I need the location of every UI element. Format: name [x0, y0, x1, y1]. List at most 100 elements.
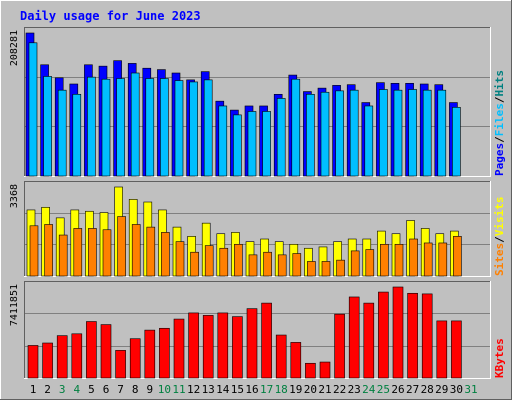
- x-tick-day-1: 1: [30, 383, 37, 396]
- bar-sites-day-21: [321, 261, 331, 277]
- bar-kbytes-day-24: [363, 302, 375, 379]
- x-tick-day-19: 19: [289, 383, 302, 396]
- panel-kbytes: 7411851 KBytes: [9, 281, 506, 379]
- bar-sites-day-1: [29, 225, 39, 277]
- x-tick-day-28: 28: [421, 383, 434, 396]
- panel-visits: 3368 Sites/Visits: [9, 181, 506, 277]
- bar-kbytes-day-23: [348, 296, 360, 379]
- bar-kbytes-day-30: [451, 320, 462, 379]
- x-tick-day-13: 13: [202, 383, 215, 396]
- x-tick-day-23: 23: [348, 383, 361, 396]
- legend-hits: Pages/Files/Hits: [493, 70, 506, 176]
- bar-files-day-20: [306, 93, 315, 177]
- bar-kbytes-day-15: [232, 316, 243, 379]
- bar-sites-day-19: [292, 253, 302, 277]
- bar-files-day-1: [28, 42, 38, 177]
- bar-sites-day-10: [161, 232, 170, 277]
- bar-sites-day-18: [277, 254, 287, 277]
- bar-kbytes-day-21: [319, 361, 331, 379]
- bar-files-day-13: [203, 79, 213, 177]
- bar-files-day-17: [262, 111, 271, 177]
- bar-files-day-16: [247, 111, 257, 177]
- bars-kbytes: [27, 286, 462, 379]
- x-tick-day-11: 11: [172, 383, 185, 396]
- bar-kbytes-day-11: [173, 318, 185, 379]
- bar-sites-day-9: [146, 226, 156, 277]
- bar-sites-day-29: [438, 242, 448, 277]
- x-tick-day-22: 22: [333, 383, 346, 396]
- bar-files-day-3: [57, 89, 67, 177]
- bar-kbytes-day-17: [261, 302, 272, 379]
- bar-files-day-14: [218, 105, 228, 177]
- legend-visits: Sites/Visits: [493, 197, 506, 277]
- bar-sites-day-26: [394, 243, 404, 277]
- bar-sites-day-13: [204, 245, 214, 277]
- x-tick-day-8: 8: [132, 383, 139, 396]
- bar-kbytes-day-28: [421, 293, 433, 379]
- bars-visits: [26, 186, 462, 277]
- bar-sites-day-11: [175, 241, 185, 277]
- x-tick-day-3: 3: [59, 383, 66, 396]
- bar-sites-day-2: [44, 224, 53, 277]
- bar-files-day-19: [291, 78, 301, 177]
- bar-kbytes-day-13: [202, 315, 214, 379]
- bar-kbytes-day-16: [246, 308, 258, 379]
- x-axis-day-labels: 1 2 3 4 5 6 7 8 9 10 11 12 13 14 15 16 17 18 19 20 21 22 23 24 2…: [30, 383, 478, 396]
- bar-sites-day-15: [234, 243, 243, 277]
- bar-files-day-23: [349, 89, 359, 177]
- x-tick-day-16: 16: [245, 383, 258, 396]
- bar-files-day-27: [408, 89, 417, 177]
- legend-item-files: Files: [493, 103, 506, 136]
- bar-kbytes-day-10: [159, 327, 170, 379]
- legend-item-pages: Pages: [493, 143, 506, 176]
- bar-sites-day-7: [117, 216, 126, 277]
- bar-sites-day-22: [336, 259, 345, 277]
- bar-kbytes-day-12: [188, 312, 199, 379]
- bar-kbytes-day-20: [305, 362, 316, 379]
- bar-sites-day-27: [409, 238, 418, 277]
- x-tick-day-10: 10: [158, 383, 171, 396]
- bar-files-day-15: [233, 114, 242, 177]
- chart-panels: 208281 Pages/Files/Hits 3368 Sites/Visits 74…: [9, 27, 506, 379]
- x-tick-day-2: 2: [44, 383, 51, 396]
- legend-item-sites: Sites: [493, 243, 506, 276]
- bar-files-day-24: [364, 105, 374, 177]
- y-max-label-visits: 3368: [9, 184, 20, 208]
- x-tick-day-31: 31: [464, 383, 477, 396]
- bar-kbytes-day-2: [42, 342, 53, 379]
- bar-kbytes-day-3: [56, 335, 68, 379]
- legend-item-kbytes: KBytes: [493, 338, 506, 378]
- bar-files-day-4: [72, 93, 82, 177]
- bar-files-day-25: [379, 89, 388, 177]
- x-tick-day-25: 25: [377, 383, 390, 396]
- x-tick-day-7: 7: [117, 383, 124, 396]
- panel-hits: 208281 Pages/Files/Hits: [9, 27, 506, 177]
- bar-sites-day-17: [263, 251, 272, 277]
- x-tick-day-4: 4: [73, 383, 80, 396]
- bar-files-day-30: [452, 107, 461, 177]
- bar-files-day-9: [145, 78, 155, 177]
- x-tick-day-20: 20: [304, 383, 317, 396]
- bar-files-day-11: [174, 80, 184, 177]
- bar-sites-day-30: [453, 236, 462, 277]
- bar-files-day-29: [437, 89, 447, 177]
- legend-item-visits: Visits: [493, 197, 506, 237]
- y-max-label-hits: 208281: [9, 30, 20, 66]
- bar-sites-day-16: [248, 254, 258, 277]
- x-tick-day-14: 14: [216, 383, 230, 396]
- x-tick-day-5: 5: [88, 383, 95, 396]
- bar-files-day-12: [189, 81, 198, 177]
- x-tick-day-12: 12: [187, 383, 200, 396]
- bar-sites-day-5: [88, 228, 97, 277]
- bar-files-day-5: [87, 76, 96, 177]
- bars-hits: [25, 32, 461, 177]
- bar-files-day-2: [43, 76, 52, 177]
- y-max-label-kbytes: 7411851: [9, 284, 20, 326]
- x-tick-day-18: 18: [275, 383, 288, 396]
- x-tick-day-15: 15: [231, 383, 244, 396]
- bar-kbytes-day-22: [334, 313, 345, 379]
- x-tick-day-6: 6: [103, 383, 110, 396]
- x-tick-day-17: 17: [260, 383, 273, 396]
- bar-files-day-22: [335, 90, 344, 177]
- bar-files-day-26: [393, 89, 403, 177]
